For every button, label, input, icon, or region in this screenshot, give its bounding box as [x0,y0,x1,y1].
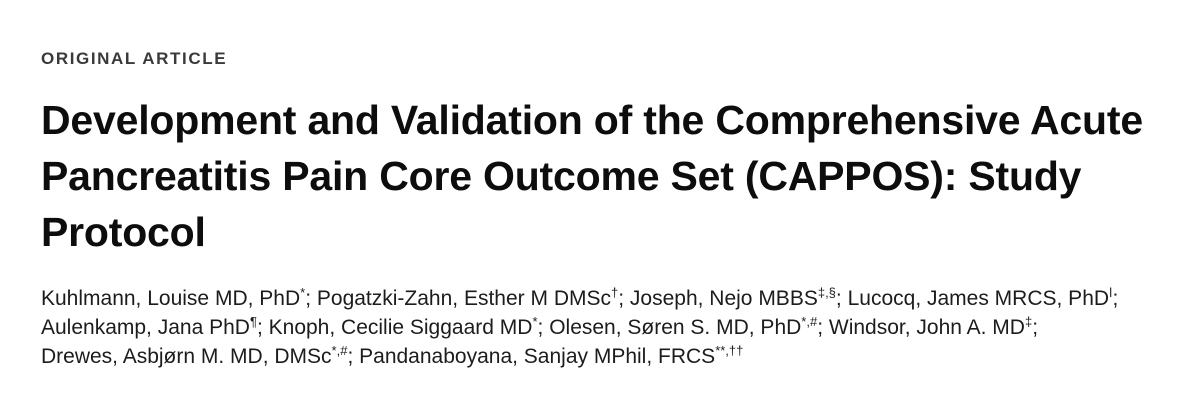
author-name-text: Pandanaboyana, Sanjay MPhil, FRCS [359,345,716,368]
author-affiliation-marker: ¶ [249,314,257,329]
article-title: Development and Validation of the Compre… [41,97,1143,255]
author-name-text: Drewes, Asbjørn M. MD, DMSc [41,345,332,368]
author-name[interactable]: Aulenkamp, Jana PhD¶; [41,314,263,339]
author-name-text: Knoph, Cecilie Siggaard MD [268,316,533,339]
author-separator: ; [817,316,824,339]
author-name-text: Lucocq, James MRCS, PhD [847,287,1110,310]
author-name[interactable]: Pandanaboyana, Sanjay MPhil, FRCS**,†† [359,343,744,368]
author-name-text: Aulenkamp, Jana PhD [41,316,250,339]
author-name-text: Windsor, John A. MD [828,316,1025,339]
author-affiliation-marker: ‡,§ [817,285,836,300]
author-separator: ; [1112,287,1119,310]
author-separator: ; [835,287,842,310]
author-name-text: Pogatzki-Zahn, Esther M DMSc [316,287,611,310]
author-name[interactable]: Joseph, Nejo MBBS‡,§; [629,285,842,310]
author-separator: ; [1032,316,1039,339]
author-name-text: Kuhlmann, Louise MD, PhD [41,287,301,310]
author-affiliation-marker: *,# [801,314,818,329]
author-separator: ; [537,316,544,339]
author-separator: ; [305,287,312,310]
author-affiliation-marker: † [610,285,619,300]
author-affiliation-marker: **,†† [715,343,744,358]
author-affiliation-marker: * [532,314,538,329]
author-name[interactable]: Olesen, Søren S. MD, PhD*,#; [549,314,824,339]
author-list: Kuhlmann, Louise MD, PhD*; Pogatzki-Zahn… [41,284,1166,371]
author-name[interactable]: Pogatzki-Zahn, Esther M DMSc†; [316,285,625,310]
author-separator: ; [256,316,263,339]
author-affiliation-marker: ‡ [1024,314,1033,329]
author-name[interactable]: Lucocq, James MRCS, PhDǀ; [847,285,1119,310]
author-affiliation-marker: * [300,285,306,300]
author-name-text: Olesen, Søren S. MD, PhD [549,316,802,339]
author-name[interactable]: Drewes, Asbjørn M. MD, DMSc*,#; [41,343,354,368]
author-name[interactable]: Knoph, Cecilie Siggaard MD*; [268,314,544,339]
author-affiliation-marker: *,# [331,343,348,358]
author-affiliation-marker: ǀ [1109,285,1113,300]
author-separator: ; [347,345,354,368]
author-name[interactable]: Kuhlmann, Louise MD, PhD*; [41,285,312,310]
author-separator: ; [618,287,625,310]
section-label: ORIGINAL ARTICLE [41,49,228,68]
author-name-text: Joseph, Nejo MBBS [629,287,818,310]
author-name[interactable]: Windsor, John A. MD‡; [828,314,1039,339]
